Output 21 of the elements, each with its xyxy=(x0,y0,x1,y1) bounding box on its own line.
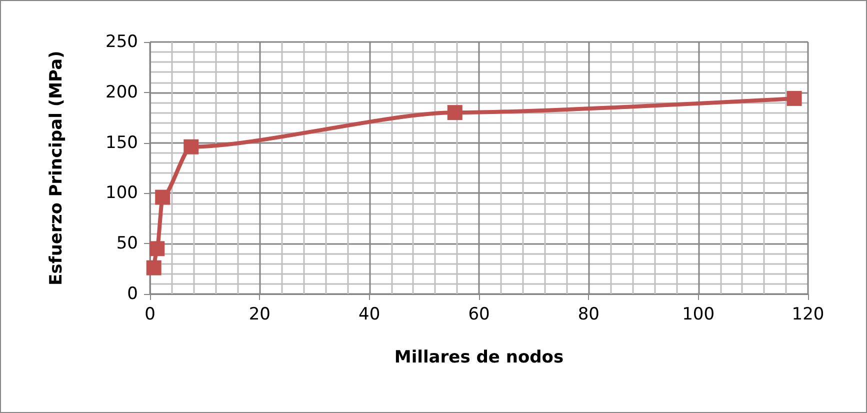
x-tick-label: 40 xyxy=(358,304,380,324)
x-tick-label: 80 xyxy=(578,304,600,324)
y-tick-label: 100 xyxy=(106,183,138,204)
x-tick-label: 20 xyxy=(248,304,270,324)
y-tick-label: 150 xyxy=(106,132,138,153)
x-axis-title: Millares de nodos xyxy=(394,348,564,368)
point xyxy=(184,139,199,154)
x-tick-label: 120 xyxy=(792,304,824,324)
point xyxy=(786,90,802,106)
x-tick-label: 60 xyxy=(468,304,490,324)
y-tick-label: 250 xyxy=(106,32,138,52)
point xyxy=(155,190,170,205)
point xyxy=(150,241,165,256)
x-tick-label: 100 xyxy=(682,304,715,324)
x-tick-label: 0 xyxy=(144,304,156,324)
y-tick-label: 50 xyxy=(116,234,138,254)
y-tick-label: 200 xyxy=(106,82,138,102)
point xyxy=(146,260,162,276)
y-axis-title: Esfuerzo Principal (MPa) xyxy=(46,50,66,286)
y-tick-label: 0 xyxy=(127,284,138,304)
point xyxy=(447,105,462,120)
